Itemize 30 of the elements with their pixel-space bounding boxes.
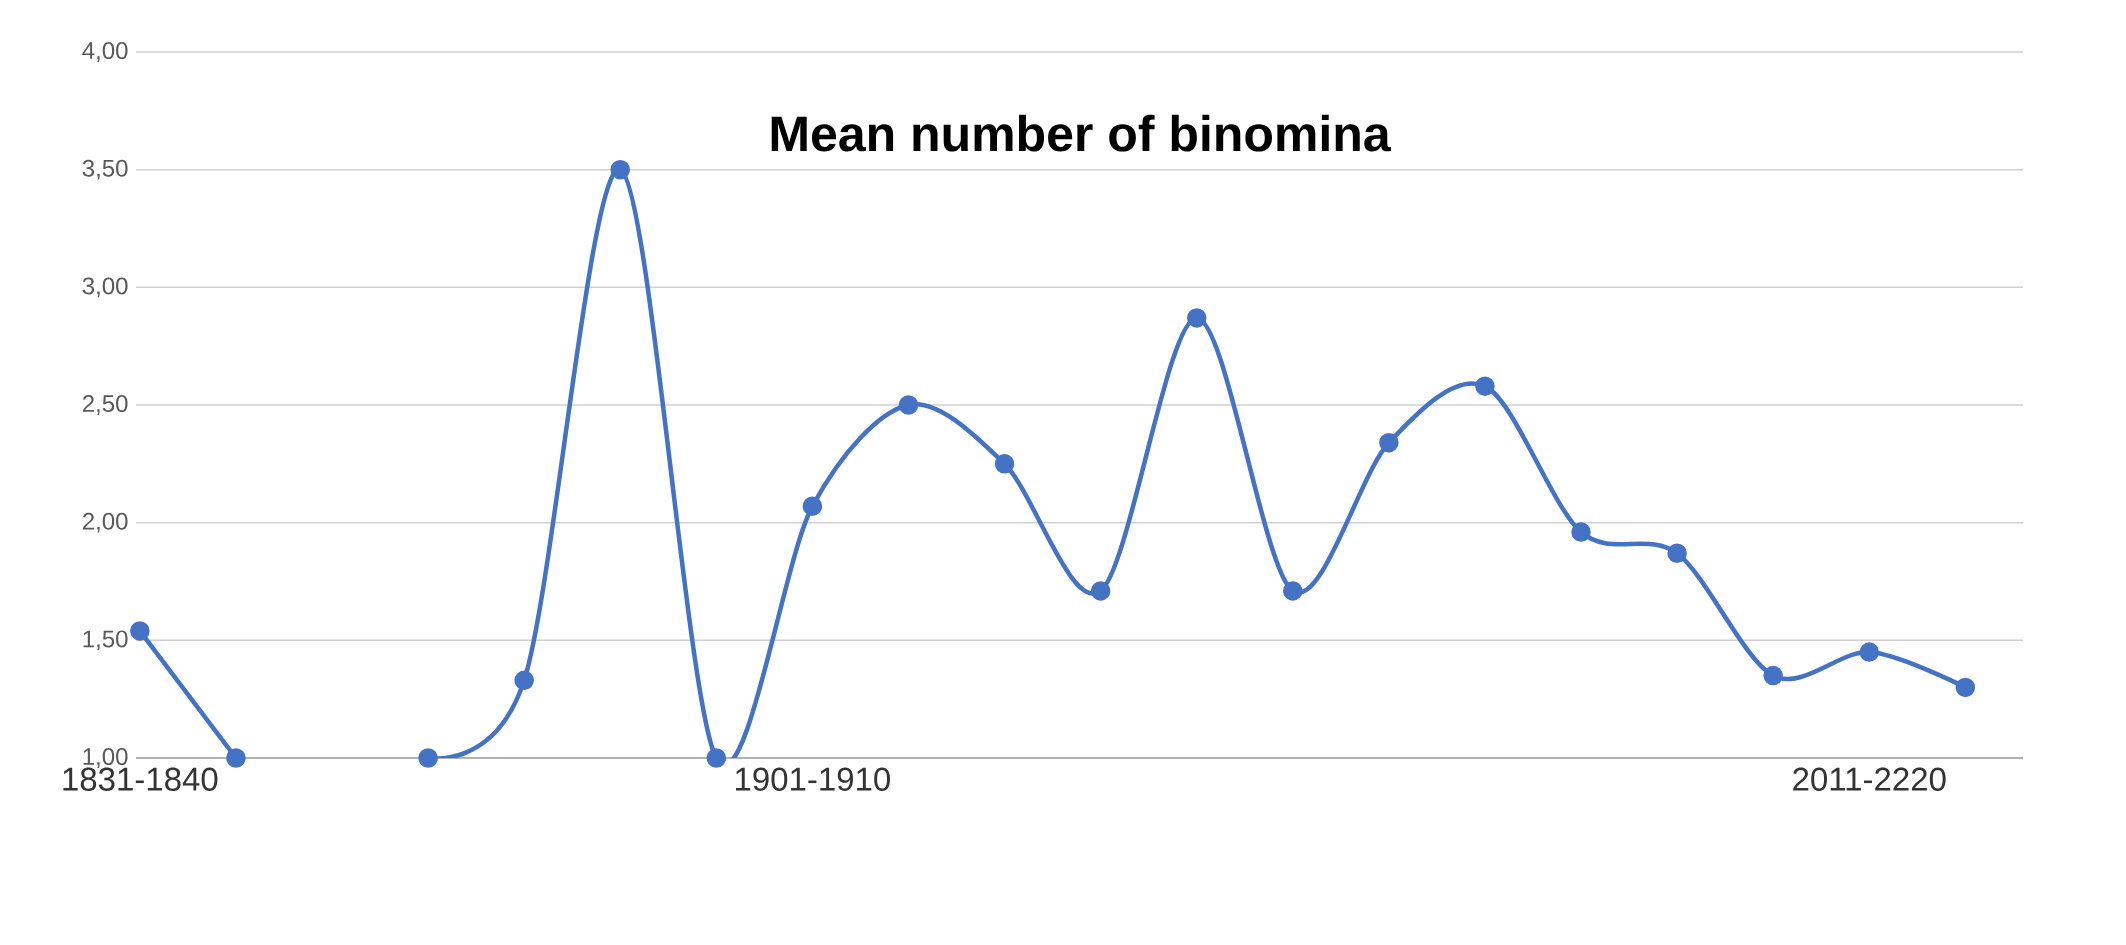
text: Mean number of binomina [771, 114, 1391, 152]
point [1667, 543, 1687, 563]
point [898, 395, 919, 415]
point [1379, 432, 1399, 453]
y-tick-label: 1,00 [83, 748, 128, 768]
point [1955, 677, 1976, 698]
point [1763, 665, 1783, 686]
point [1090, 581, 1111, 601]
point [514, 670, 534, 691]
y-tick-label: 4,00 [82, 42, 128, 62]
y-tick-label: 3,00 [82, 277, 128, 298]
y-tick-label: 2,00 [82, 512, 128, 533]
point [1283, 581, 1303, 601]
point [994, 454, 1015, 474]
point [1859, 642, 1880, 662]
point [706, 748, 727, 768]
y-tick-label: 3,50 [82, 159, 128, 180]
point [130, 621, 150, 641]
point [610, 159, 630, 180]
y-tick-label: 2,50 [82, 395, 128, 415]
x-tick-label: 1901-1910 [736, 767, 890, 791]
point [226, 748, 246, 768]
point [1475, 376, 1495, 396]
x-tick-label: 2011-2220 [1793, 767, 1946, 791]
point [1186, 308, 1207, 328]
y-tick-label: 1,50 [83, 630, 128, 651]
point [418, 748, 438, 768]
point [802, 496, 823, 516]
point [1571, 522, 1591, 542]
x-tick-label: 1831-1840 [63, 767, 218, 791]
